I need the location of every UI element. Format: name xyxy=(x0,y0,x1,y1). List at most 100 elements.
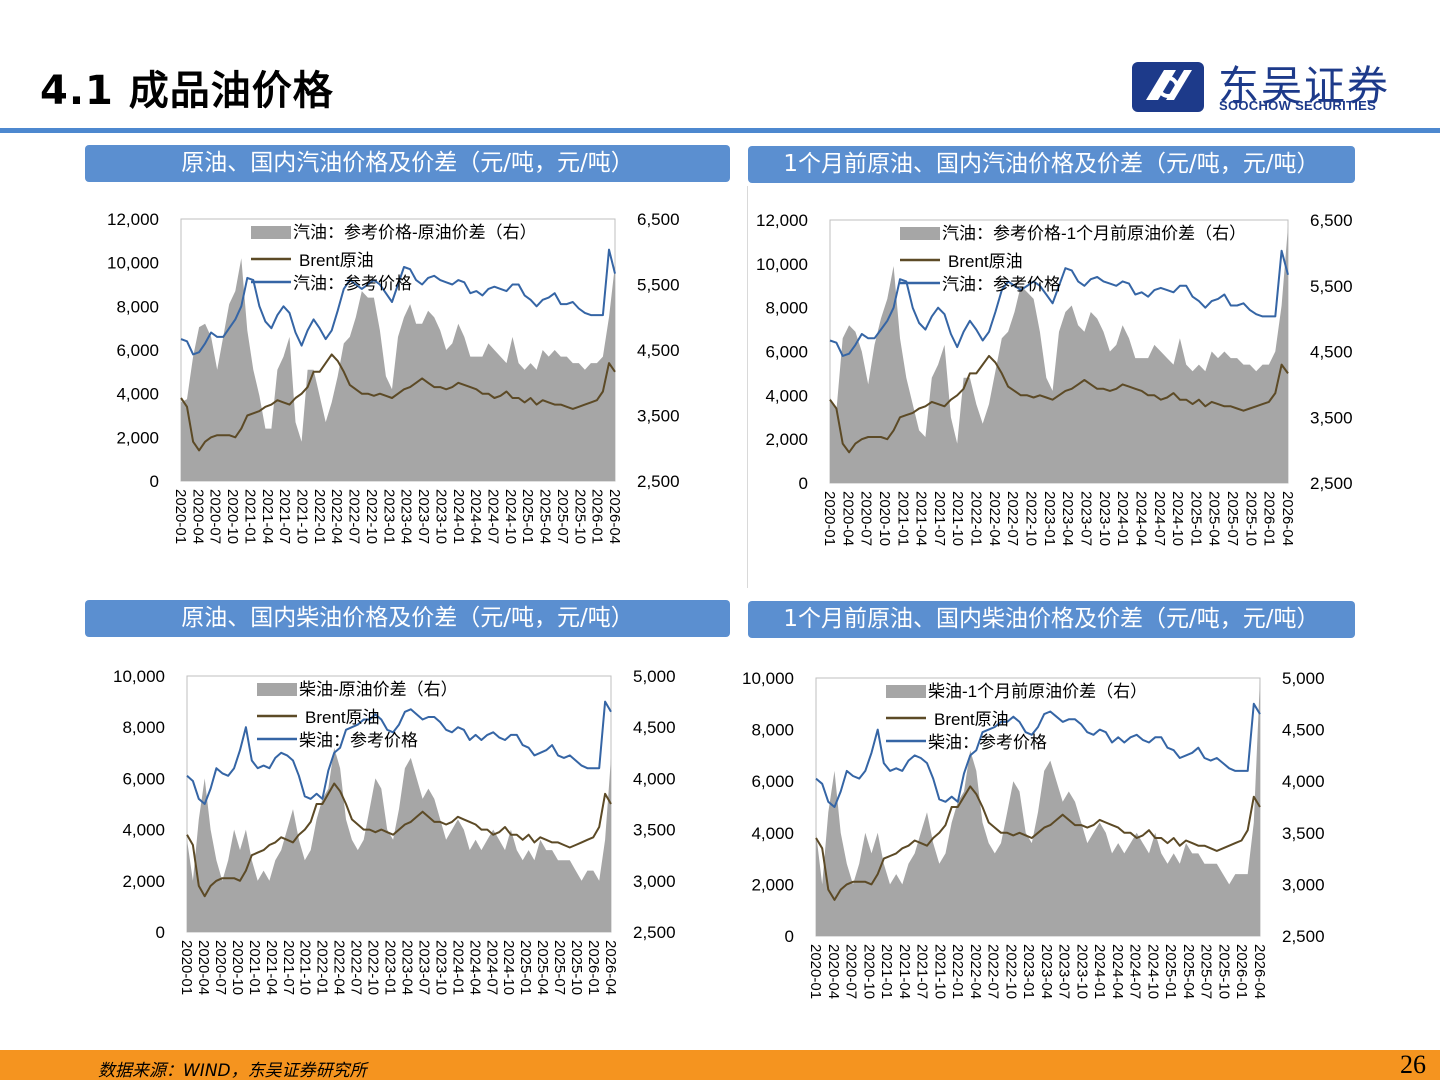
x-axis-tick: 2022-07 xyxy=(346,489,363,544)
x-axis-tick-label: 2022-10 xyxy=(363,489,380,544)
x-axis-tick: 2025-01 xyxy=(1187,491,1204,546)
left-axis-tick-label: 4,000 xyxy=(122,821,165,840)
x-axis-tick-label: 2022-04 xyxy=(331,940,348,995)
legend-product-label: 汽油：参考价格 xyxy=(293,274,412,293)
right-axis-tick-label: 3,500 xyxy=(633,821,676,840)
x-axis-tick: 2024-04 xyxy=(466,940,483,995)
x-axis-tick: 2020-07 xyxy=(207,489,224,544)
x-axis-tick: 2026-01 xyxy=(589,489,606,544)
right-axis-tick-label: 5,000 xyxy=(633,667,676,686)
x-axis-tick-label: 2020-07 xyxy=(212,940,229,995)
gasoline-chart: 0 2,000 4,000 6,000 8,000 10,000 12,000 2,500 3,… xyxy=(95,186,700,586)
x-axis-tick-label: 2026-04 xyxy=(1279,491,1296,546)
x-axis-tick-label: 2024-04 xyxy=(466,940,483,995)
x-axis-tick: 2023-04 xyxy=(399,940,416,995)
x-axis-tick-label: 2021-01 xyxy=(246,940,263,995)
soochow-logo-icon xyxy=(1132,62,1204,112)
x-axis-tick: 2021-10 xyxy=(949,491,966,546)
x-axis-tick: 2021-10 xyxy=(294,489,311,544)
x-axis-tick: 2025-07 xyxy=(1198,944,1215,999)
legend-product-label: 柴油：参考价格 xyxy=(299,731,418,750)
header-divider xyxy=(0,128,1440,133)
left-axis-tick-label: 2,000 xyxy=(765,430,808,449)
data-source: 数据来源：WIND，东吴证券研究所 xyxy=(98,1061,367,1081)
x-axis-tick: 2021-01 xyxy=(241,489,258,544)
x-axis-tick-label: 2023-10 xyxy=(432,940,449,995)
x-axis-tick-label: 2026-04 xyxy=(1251,944,1268,999)
x-axis-tick: 2025-10 xyxy=(1242,491,1259,546)
x-axis-tick-label: 2021-01 xyxy=(894,491,911,546)
x-axis-tick: 2024-04 xyxy=(467,489,484,544)
right-axis-tick-label: 4,500 xyxy=(633,718,676,737)
left-axis-tick-label: 2,000 xyxy=(751,875,794,894)
right-axis-tick-label: 3,000 xyxy=(1282,875,1325,894)
x-axis-tick: 2022-07 xyxy=(985,944,1002,999)
x-axis-tick-label: 2023-04 xyxy=(398,489,415,544)
x-axis-tick: 2023-07 xyxy=(415,489,432,544)
x-axis-tick-label: 2025-04 xyxy=(1206,491,1223,546)
x-axis-tick-label: 2022-07 xyxy=(346,489,363,544)
x-axis-tick-label: 2022-01 xyxy=(949,944,966,999)
x-axis-tick-label: 2024-04 xyxy=(1132,491,1149,546)
x-axis-tick-label: 2020-10 xyxy=(876,491,893,546)
left-axis-tick-label: 8,000 xyxy=(116,297,159,316)
x-axis-tick: 2024-10 xyxy=(500,940,517,995)
x-axis-tick-label: 2022-07 xyxy=(1004,491,1021,546)
x-axis-tick: 2024-07 xyxy=(1127,944,1144,999)
x-axis-tick-label: 2022-01 xyxy=(314,940,331,995)
x-axis-tick-label: 2021-10 xyxy=(297,940,314,995)
right-axis-tick-label: 2,500 xyxy=(1282,927,1325,946)
x-axis-tick: 2020-04 xyxy=(189,489,206,544)
x-axis-tick: 2025-04 xyxy=(534,940,551,995)
legend-spread-label: 柴油-1个月前原油价差（右） xyxy=(928,682,1147,701)
x-axis-tick-label: 2023-01 xyxy=(1041,491,1058,546)
x-axis-tick: 2020-01 xyxy=(178,940,195,995)
x-axis-tick: 2026-04 xyxy=(602,940,619,995)
x-axis-tick-label: 2023-07 xyxy=(415,940,432,995)
right-axis-tick-label: 6,500 xyxy=(1310,211,1353,230)
x-axis-tick: 2025-01 xyxy=(519,489,536,544)
right-axis-tick-label: 4,500 xyxy=(1310,343,1353,362)
x-axis-tick-label: 2025-01 xyxy=(1162,944,1179,999)
right-axis-tick-label: 5,000 xyxy=(1282,669,1325,688)
chart-svg: 0 2,000 4,000 6,000 8,000 10,000 2,500 3,000 3,5… xyxy=(113,667,676,995)
x-axis-tick: 2024-10 xyxy=(1144,944,1161,999)
left-axis-tick-label: 10,000 xyxy=(113,667,165,686)
x-axis-tick: 2023-04 xyxy=(1038,944,1055,999)
x-axis-tick: 2024-10 xyxy=(1169,491,1186,546)
legend-spread-label: 汽油：参考价格-1个月前原油价差（右） xyxy=(942,224,1246,243)
x-axis-tick-label: 2025-01 xyxy=(519,489,536,544)
x-axis-tick: 2023-07 xyxy=(415,940,432,995)
x-axis-tick-label: 2024-07 xyxy=(1151,491,1168,546)
left-axis-tick-label: 6,000 xyxy=(765,343,808,362)
left-axis-tick-label: 8,000 xyxy=(751,721,794,740)
chart-banner-gasoline-lag: 1个月前原油、国内汽油价格及价差（元/吨，元/吨） xyxy=(748,146,1355,183)
brent-line-series xyxy=(829,354,1289,454)
x-axis-tick: 2021-04 xyxy=(259,489,276,544)
chart-svg: 0 2,000 4,000 6,000 8,000 10,000 2,500 3,000 3,5… xyxy=(742,669,1325,999)
x-axis-tick-label: 2022-07 xyxy=(348,940,365,995)
left-axis-tick-label: 2,000 xyxy=(116,428,159,447)
x-axis-tick-label: 2023-04 xyxy=(1059,491,1076,546)
x-axis-tick: 2021-04 xyxy=(263,940,280,995)
column-divider xyxy=(747,186,748,588)
x-axis-tick-label: 2020-04 xyxy=(195,940,212,995)
x-axis-tick-label: 2026-01 xyxy=(585,940,602,995)
x-axis-tick-label: 2024-10 xyxy=(500,940,517,995)
x-axis-tick: 2024-04 xyxy=(1109,944,1126,999)
x-axis-tick: 2022-01 xyxy=(949,944,966,999)
x-axis-tick-label: 2020-10 xyxy=(224,489,241,544)
left-axis-tick-label: 10,000 xyxy=(756,255,808,274)
x-axis-tick-label: 2026-01 xyxy=(1261,491,1278,546)
chart-banner-gasoline: 原油、国内汽油价格及价差（元/吨，元/吨） xyxy=(85,145,730,182)
chart-banner-diesel: 原油、国内柴油价格及价差（元/吨，元/吨） xyxy=(85,600,730,637)
x-axis-tick-label: 2022-04 xyxy=(986,491,1003,546)
x-axis-tick-label: 2022-01 xyxy=(311,489,328,544)
x-axis-tick-label: 2022-01 xyxy=(968,491,985,546)
x-axis-tick: 2025-07 xyxy=(551,940,568,995)
x-axis-tick: 2022-01 xyxy=(968,491,985,546)
x-axis-tick-label: 2025-10 xyxy=(568,940,585,995)
x-axis-tick: 2025-07 xyxy=(554,489,571,544)
x-axis-tick-label: 2020-07 xyxy=(207,489,224,544)
legend-product-label: 柴油：参考价格 xyxy=(928,733,1047,752)
